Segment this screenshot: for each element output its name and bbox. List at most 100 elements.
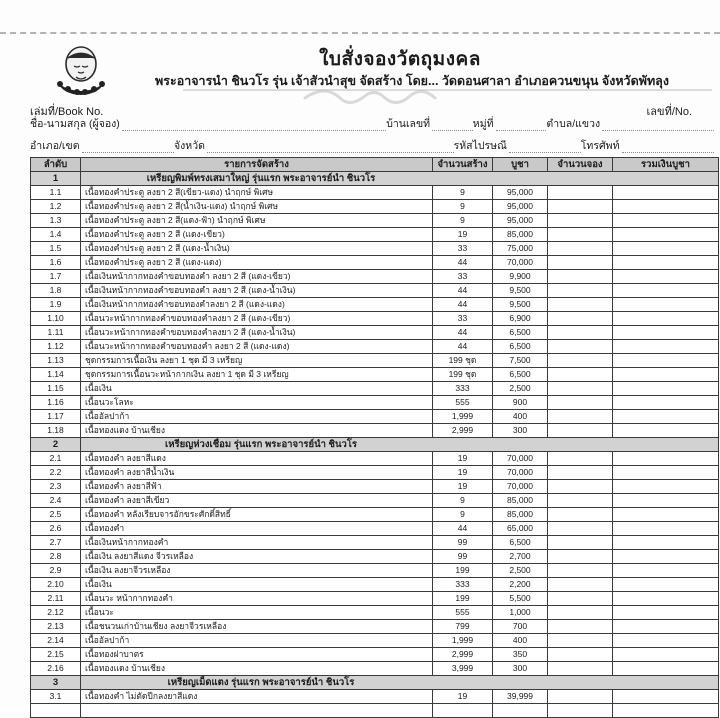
table-row: 2.7 เนื้อเงินหน้ากากทองคำ 99 6,500 bbox=[30, 535, 719, 550]
total-amount-cell bbox=[612, 563, 719, 578]
table-row: 1.9 เนื้อเงินหน้ากากทองคำขอบทองคำลงยา 2 ส… bbox=[30, 297, 719, 312]
total-amount-cell bbox=[612, 465, 719, 480]
phone-fill-line bbox=[621, 140, 714, 153]
item-cell: เนื้อทองคำประตู ลงยา 2 สี(แดง-ฟ้า) นำฤกษ… bbox=[80, 213, 433, 228]
total-amount-cell bbox=[612, 591, 719, 606]
item-cell: เนื้อทองฝาบาตร bbox=[80, 647, 433, 662]
table-row: 1.15 เนื้อเงิน 333 2,500 bbox=[30, 381, 719, 396]
row-number-cell: 2.7 bbox=[30, 535, 81, 550]
column-header-4: จำนวนจอง bbox=[547, 157, 613, 172]
subdistrict-fill-line bbox=[602, 118, 715, 131]
price-cell: 9,500 bbox=[492, 297, 548, 312]
order-qty-cell bbox=[547, 703, 613, 718]
item-cell: เนื้อเงินหน้ากากทองคำขอบทองคำ ลงยา 2 สี … bbox=[80, 269, 433, 284]
total-amount-cell bbox=[612, 689, 719, 704]
row-number-cell: 1.15 bbox=[30, 381, 81, 396]
order-qty-cell bbox=[547, 479, 613, 494]
table-row: 1.10 เนื้อนวะหน้ากากทองคำขอบทองคำลงยา 2 ส… bbox=[30, 311, 719, 326]
form-line-1: ชื่อ-นามสกุล (ผู้จอง) บ้านเลขที่ หมู่ที่… bbox=[30, 118, 715, 131]
row-number-cell: 2.6 bbox=[30, 521, 81, 536]
qty-made-cell: 19 bbox=[432, 451, 493, 466]
order-qty-cell bbox=[547, 535, 613, 550]
row-number-cell: 1.8 bbox=[30, 283, 81, 298]
row-number-cell: 1.5 bbox=[30, 241, 81, 256]
item-cell: เนื้อทองคำ ลงยาสีเขียว bbox=[80, 493, 433, 508]
qty-made-cell: 1,999 bbox=[432, 633, 493, 648]
row-number-cell: 1.12 bbox=[30, 339, 81, 354]
section-title-cell: เหรียญพิมพ์ทรงเสมาใหญ่ รุ่นแรก พระอาจารย… bbox=[80, 171, 719, 186]
section-title: เหรียญพิมพ์ทรงเสมาใหญ่ รุ่นแรก พระอาจารย… bbox=[146, 173, 376, 184]
qty-made-cell: 19 bbox=[432, 227, 493, 242]
table-row: 1.6 เนื้อทองคำประตู ลงยา 2 สี (แดง-แดง) 44… bbox=[30, 255, 719, 270]
perforation-cut-line bbox=[0, 32, 720, 34]
qty-made-cell: 44 bbox=[432, 283, 493, 298]
price-cell: 85,000 bbox=[492, 227, 548, 242]
price-cell: 95,000 bbox=[492, 199, 548, 214]
qty-made-cell: 333 bbox=[432, 381, 493, 396]
price-cell: 70,000 bbox=[492, 451, 548, 466]
total-amount-cell bbox=[612, 661, 719, 676]
reference-line: เล่มที่/Book No. เลขที่/No. bbox=[30, 102, 692, 120]
total-amount-cell bbox=[612, 395, 719, 410]
row-number-cell: 1.16 bbox=[30, 395, 81, 410]
section-title-cell: เหรียญห่วงเชื่อม รุ่นแรก พระอาจารย์นำ ชิ… bbox=[80, 437, 719, 452]
district-label: อำเภอ/เขต bbox=[30, 140, 80, 152]
price-cell: 5,500 bbox=[492, 591, 548, 606]
order-qty-cell bbox=[547, 395, 613, 410]
qty-made-cell: 9 bbox=[432, 507, 493, 522]
total-amount-cell bbox=[612, 451, 719, 466]
total-amount-cell bbox=[612, 283, 719, 298]
table-row: 2.2 เนื้อทองคำ ลงยาสีน้ำเงิน 19 70,000 bbox=[30, 465, 719, 480]
order-qty-cell bbox=[547, 661, 613, 676]
row-number-cell: 1.13 bbox=[30, 353, 81, 368]
qty-made-cell: 19 bbox=[432, 689, 493, 704]
item-cell: เนื้อทองคำ bbox=[80, 521, 433, 536]
name-fill-line bbox=[121, 118, 387, 131]
price-cell: 39,999 bbox=[492, 689, 548, 704]
total-amount-cell bbox=[612, 521, 719, 536]
order-qty-cell bbox=[547, 577, 613, 592]
total-amount-cell bbox=[612, 703, 719, 718]
house-no-fill-line bbox=[432, 118, 473, 131]
book-no-label: เล่มที่/Book No. bbox=[30, 106, 104, 118]
table-row: 2.15 เนื้อทองฝาบาตร 2,999 350 bbox=[30, 647, 719, 662]
row-number-cell: 2.3 bbox=[30, 479, 81, 494]
item-cell bbox=[80, 703, 433, 718]
order-qty-cell bbox=[547, 507, 613, 522]
item-cell: เนื้ออัลปาก้า bbox=[80, 409, 433, 424]
row-number-cell: 3.1 bbox=[30, 689, 81, 704]
section-header-row: 3 เหรียญเม็ดแตง รุ่นแรก พระอาจารย์นำ ชินว… bbox=[30, 675, 719, 690]
qty-made-cell: 199 bbox=[432, 563, 493, 578]
qty-made-cell: 44 bbox=[432, 325, 493, 340]
table-row: 2.6 เนื้อทองคำ 44 65,000 bbox=[30, 521, 719, 536]
item-cell: เนื้อทองคำ ลงยาสีฟ้า bbox=[80, 479, 433, 494]
item-cell: เนื้อนวะ หน้ากากทองคำ bbox=[80, 591, 433, 606]
row-number-cell: 1.2 bbox=[30, 199, 81, 214]
qty-made-cell: 44 bbox=[432, 339, 493, 354]
table-row: 2.14 เนื้ออัลปาก้า 1,999 400 bbox=[30, 633, 719, 648]
price-cell: 6,500 bbox=[492, 367, 548, 382]
order-qty-cell bbox=[547, 213, 613, 228]
order-qty-cell bbox=[547, 605, 613, 620]
table-row: 1.18 เนื้อทองแดง บ้านเชียง 2,999 300 bbox=[30, 423, 719, 438]
item-cell: เนื้อเงิน bbox=[80, 381, 433, 396]
column-header-1: รายการจัดสร้าง bbox=[80, 157, 433, 172]
qty-made-cell: 99 bbox=[432, 535, 493, 550]
table-row: 2.11 เนื้อนวะ หน้ากากทองคำ 199 5,500 bbox=[30, 591, 719, 606]
price-cell: 300 bbox=[492, 661, 548, 676]
header-row: ลำดับ รายการจัดสร้าง จำนวนสร้าง บูชา จำนวนจอ… bbox=[30, 157, 719, 172]
page-title: ใบสั่งจองวัตถุมงคล bbox=[319, 49, 481, 70]
monk-portrait-emblem-icon bbox=[57, 46, 105, 95]
table-row: 1.14 ชุดกรรมการเนื้อนวะหน้ากากเงิน ลงยา 1… bbox=[30, 367, 719, 382]
total-amount-cell bbox=[612, 423, 719, 438]
table-row: 1.11 เนื้อนวะหน้ากากทองคำขอบทองคำลงยา 2 ส… bbox=[30, 325, 719, 340]
total-amount-cell bbox=[612, 493, 719, 508]
row-number-cell: 1.18 bbox=[30, 423, 81, 438]
order-qty-cell bbox=[547, 549, 613, 564]
qty-made-cell: 333 bbox=[432, 577, 493, 592]
row-number-cell: 2.9 bbox=[30, 563, 81, 578]
item-cell: เนื้อทองแดง บ้านเชียง bbox=[80, 423, 433, 438]
name-label: ชื่อ-นามสกุล (ผู้จอง) bbox=[30, 118, 120, 130]
row-number-cell: 2.13 bbox=[30, 619, 81, 634]
table-row: 1.2 เนื้อทองคำประตู ลงยา 2 สี(น้ำเงิน-แดง… bbox=[30, 199, 719, 214]
